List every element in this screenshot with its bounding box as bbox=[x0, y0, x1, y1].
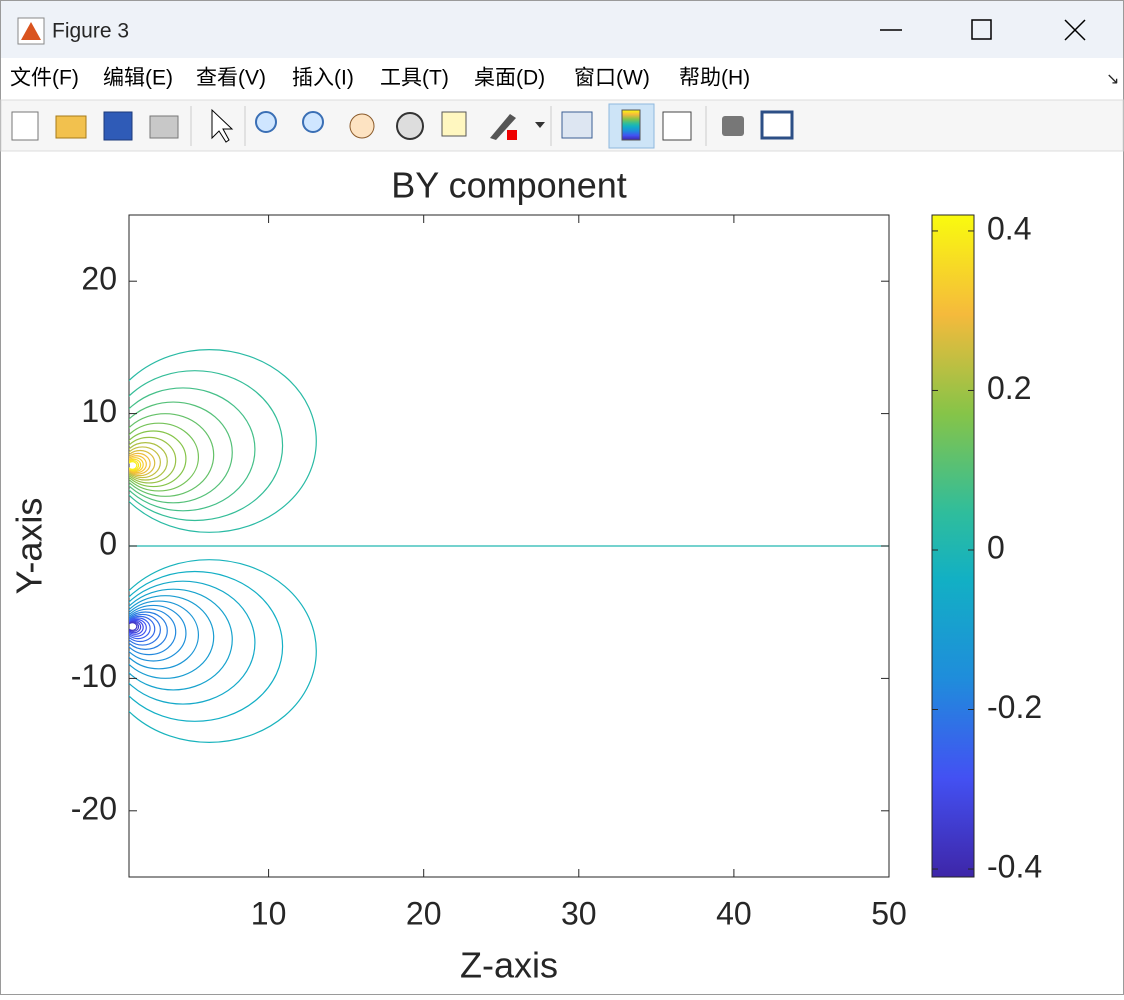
x-tick-label: 50 bbox=[871, 895, 907, 931]
contour-line bbox=[129, 460, 140, 471]
legend-toggle[interactable] bbox=[662, 111, 692, 141]
open-icon[interactable] bbox=[55, 115, 87, 139]
contour-line bbox=[129, 457, 144, 473]
contour-line bbox=[129, 604, 187, 662]
contour-set bbox=[129, 349, 889, 743]
colorbar-tick-label: 0.2 bbox=[987, 370, 1031, 406]
pan-icon[interactable] bbox=[349, 113, 375, 139]
app-icon bbox=[17, 17, 45, 45]
contour-line bbox=[129, 620, 142, 634]
contour-line bbox=[129, 611, 168, 650]
x-tick-label: 20 bbox=[406, 895, 442, 931]
window-title: Figure 3 bbox=[52, 20, 129, 43]
contour-line bbox=[129, 617, 151, 640]
menu-item[interactable]: 文件(F) bbox=[10, 67, 79, 90]
menu-item[interactable]: 编辑(E) bbox=[103, 67, 173, 90]
menu-bar bbox=[1, 58, 1123, 100]
y-axis-label: Y-axis bbox=[9, 498, 50, 595]
zoom-out-icon[interactable] bbox=[302, 111, 324, 133]
y-tick-label: 10 bbox=[81, 393, 117, 429]
contour-line bbox=[129, 619, 144, 635]
contour-line bbox=[129, 608, 177, 656]
contour-line bbox=[129, 430, 187, 488]
brush-icon[interactable] bbox=[490, 114, 516, 140]
contour-line bbox=[129, 570, 284, 722]
menu-item[interactable]: 插入(I) bbox=[292, 67, 354, 90]
title-bar bbox=[1, 1, 1123, 58]
x-axis-label: Z-axis bbox=[460, 945, 558, 986]
contour-line bbox=[129, 370, 284, 522]
contour-line bbox=[129, 349, 317, 533]
pointer-icon[interactable] bbox=[211, 108, 234, 143]
rotate-icon[interactable] bbox=[396, 112, 424, 140]
toolbar-icons bbox=[11, 103, 794, 149]
datatip-icon[interactable] bbox=[441, 111, 467, 137]
colorbar-tick-label: -0.4 bbox=[987, 848, 1042, 884]
y-tick-label: -10 bbox=[71, 658, 117, 694]
maximize-button[interactable] bbox=[971, 19, 992, 40]
close-button[interactable] bbox=[1064, 19, 1086, 41]
contour-line bbox=[129, 580, 256, 705]
contour-line bbox=[129, 621, 140, 632]
x-tick-label: 10 bbox=[251, 895, 287, 931]
contour-line bbox=[129, 387, 256, 512]
contour-line bbox=[129, 622, 138, 631]
contour-line bbox=[129, 461, 138, 470]
menu-items: 文件(F) 编辑(E) 查看(V) 插入(I) 工具(T) 桌面(D) 窗口(W) 帮助(H) bbox=[10, 67, 750, 90]
menu-overflow[interactable]: ↘ bbox=[1106, 71, 1119, 88]
contour-line bbox=[129, 449, 156, 477]
print-icon[interactable] bbox=[149, 115, 179, 139]
y-tick-label: -20 bbox=[71, 790, 117, 826]
menu-item[interactable]: 工具(T) bbox=[380, 67, 449, 90]
menu-item[interactable]: 帮助(H) bbox=[679, 67, 750, 90]
contour-line bbox=[129, 455, 147, 474]
hide-tools-icon[interactable] bbox=[722, 116, 744, 136]
chart: BY component Z-axis Y-axis 10 20 30 40 50 -20… bbox=[9, 165, 1043, 986]
contour-line bbox=[129, 422, 200, 492]
contour-line bbox=[129, 613, 161, 646]
chart-title: BY component bbox=[391, 165, 627, 206]
colorbar-tick-label: 0 bbox=[987, 529, 1005, 565]
dock-icon[interactable] bbox=[760, 110, 794, 140]
zoom-in-icon[interactable] bbox=[255, 111, 277, 133]
menu-item[interactable]: 桌面(D) bbox=[474, 67, 545, 90]
x-tick-label: 30 bbox=[561, 895, 597, 931]
colorbar-tick-label: -0.2 bbox=[987, 689, 1042, 725]
y-tick-label: 20 bbox=[81, 261, 117, 297]
contour-line bbox=[129, 595, 215, 679]
y-tick-label: 0 bbox=[99, 525, 117, 561]
contour-line bbox=[129, 436, 177, 484]
menu-item[interactable]: 窗口(W) bbox=[574, 67, 650, 90]
contour-line bbox=[129, 458, 142, 472]
save-icon[interactable] bbox=[103, 111, 133, 141]
contour-line bbox=[129, 588, 233, 691]
contour-line bbox=[129, 442, 168, 481]
colorbar bbox=[931, 214, 975, 878]
contour-line bbox=[129, 618, 147, 637]
x-tick-label: 40 bbox=[716, 895, 752, 931]
new-icon[interactable] bbox=[11, 111, 39, 141]
contour-line bbox=[129, 413, 215, 497]
contour-line bbox=[129, 600, 200, 670]
contour-line bbox=[129, 452, 151, 475]
colorbar-tick-label: 0.4 bbox=[987, 210, 1031, 246]
contour-line bbox=[129, 401, 233, 504]
link-icon[interactable] bbox=[561, 111, 593, 139]
contour-line bbox=[129, 615, 156, 643]
contour-line bbox=[129, 446, 161, 479]
contour-line bbox=[129, 559, 317, 743]
menu-item[interactable]: 查看(V) bbox=[196, 67, 266, 90]
